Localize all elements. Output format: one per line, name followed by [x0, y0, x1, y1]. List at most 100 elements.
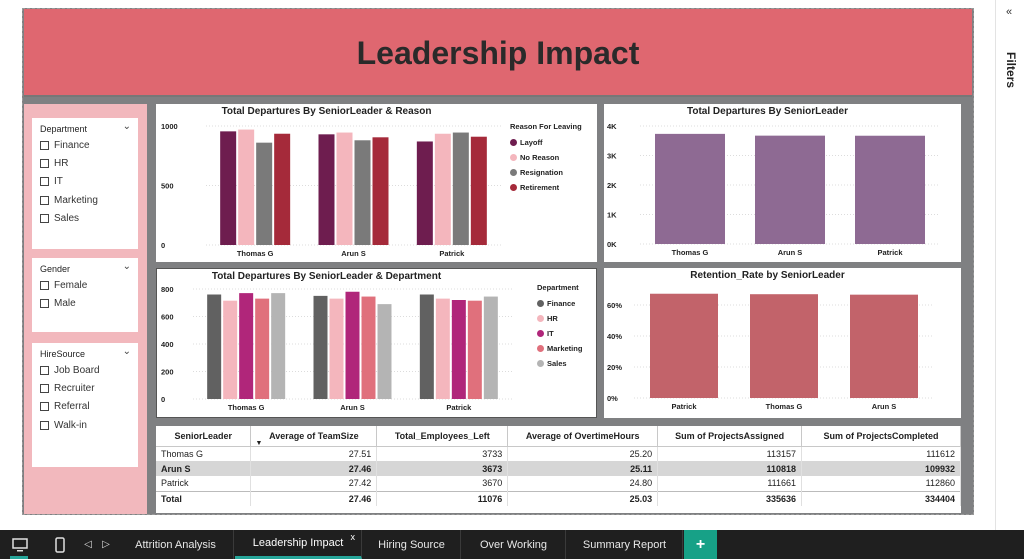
column-header[interactable]: Sum of ProjectsCompleted	[801, 426, 961, 447]
bar-retirement[interactable]	[372, 137, 389, 245]
column-header[interactable]: SeniorLeader	[156, 426, 252, 447]
bar-finance[interactable]	[419, 294, 434, 400]
chevron-down-icon[interactable]: ⌄	[122, 121, 131, 132]
checkbox[interactable]	[40, 384, 49, 393]
tab-leadership-impact[interactable]: Leadership Impact x	[235, 530, 362, 559]
bar-no-reason[interactable]	[336, 132, 353, 245]
bar-it[interactable]	[239, 293, 254, 399]
checkbox[interactable]	[40, 366, 49, 375]
bar-it[interactable]	[451, 300, 466, 399]
mobile-view-icon[interactable]	[48, 530, 72, 559]
checkbox[interactable]	[40, 159, 49, 168]
bar-finance[interactable]	[313, 295, 328, 399]
bar-resignation[interactable]	[354, 140, 371, 245]
table-row[interactable]: Thomas G 27.51 3733 25.20 113157 111612	[156, 446, 961, 461]
checkbox[interactable]	[40, 299, 49, 308]
summary-table[interactable]: SeniorLeader Average of TeamSize ▼ Total_…	[156, 426, 961, 513]
bar-marketing[interactable]	[255, 298, 270, 399]
chevron-down-icon[interactable]: ⌄	[122, 346, 131, 357]
chevron-down-icon[interactable]: ⌄	[122, 261, 131, 272]
bar[interactable]	[855, 135, 925, 244]
tab-summary-report[interactable]: Summary Report	[567, 530, 683, 559]
checkbox[interactable]	[40, 141, 49, 150]
bar[interactable]	[850, 294, 918, 398]
slicer-option[interactable]: Walk-in	[40, 420, 87, 431]
bar-layoff[interactable]	[318, 134, 335, 245]
departures-by-reason-chart[interactable]: Total Departures By SeniorLeader & Reaso…	[156, 104, 597, 262]
tab-over-working[interactable]: Over Working	[462, 530, 566, 559]
bar[interactable]	[650, 293, 718, 398]
bar-resignation[interactable]	[256, 142, 273, 245]
checkbox[interactable]	[40, 196, 49, 205]
legend-item[interactable]: HR	[537, 311, 582, 326]
bar-hr[interactable]	[329, 298, 344, 399]
hiresource-slicer[interactable]: HireSource ⌄ Job Board Recruiter Referra…	[32, 343, 138, 467]
add-page-button[interactable]: +	[684, 530, 717, 559]
table-row-selected[interactable]: Arun S 27.46 3673 25.11 110818 109932	[156, 461, 961, 476]
retention-rate-chart[interactable]: Retention_Rate by SeniorLeader 0% 20% 40% 6…	[604, 268, 961, 418]
previous-page-icon[interactable]: ◁	[84, 539, 92, 550]
checkbox[interactable]	[40, 281, 49, 290]
slicer-option[interactable]: Referral	[40, 401, 90, 412]
legend-item[interactable]: Sales	[537, 356, 582, 371]
slicer-option[interactable]: Marketing	[40, 195, 98, 206]
bar-sales[interactable]	[483, 296, 498, 399]
bar-hr[interactable]	[435, 298, 450, 399]
bar-no-reason[interactable]	[238, 129, 255, 245]
close-icon[interactable]: x	[350, 532, 356, 542]
legend-item[interactable]: No Reason	[510, 150, 582, 165]
bar-marketing[interactable]	[361, 296, 376, 399]
bar[interactable]	[655, 133, 725, 244]
slicer-option[interactable]: Male	[40, 298, 76, 309]
column-header[interactable]: Total_Employees_Left	[376, 426, 509, 447]
bar-sales[interactable]	[271, 293, 286, 399]
slicer-option[interactable]: Female	[40, 280, 87, 291]
slicer-option[interactable]: Sales	[40, 213, 79, 224]
column-header[interactable]: Average of TeamSize ▼	[250, 426, 378, 447]
sort-desc-icon[interactable]: ▼	[255, 439, 263, 447]
double-chevron-left-icon[interactable]: «	[1006, 6, 1013, 18]
bar-finance[interactable]	[207, 294, 222, 400]
slicer-option[interactable]: Recruiter	[40, 383, 95, 394]
checkbox[interactable]	[40, 421, 49, 430]
checkbox[interactable]	[40, 214, 49, 223]
column-header[interactable]: Average of OvertimeHours	[507, 426, 659, 447]
departures-by-leader-chart[interactable]: Total Departures By SeniorLeader 0K 1K 2K 3…	[604, 104, 961, 262]
bar-retirement[interactable]	[470, 136, 487, 245]
bar-resignation[interactable]	[452, 132, 469, 245]
table-row[interactable]: Patrick 27.42 3670 24.80 111661 112860	[156, 476, 961, 491]
slicer-option[interactable]: Finance	[40, 140, 90, 151]
filters-pane[interactable]: « Filters	[995, 0, 1024, 530]
legend-item[interactable]: Layoff	[510, 135, 582, 150]
tab-attrition-analysis[interactable]: Attrition Analysis	[118, 530, 234, 559]
bar-layoff[interactable]	[220, 131, 237, 245]
legend-item[interactable]: Marketing	[537, 341, 582, 356]
bar-sales[interactable]	[377, 304, 392, 399]
slicer-option[interactable]: Job Board	[40, 365, 100, 376]
bar-marketing[interactable]	[467, 300, 482, 399]
legend-item[interactable]: Resignation	[510, 165, 582, 180]
desktop-view-icon[interactable]	[6, 530, 34, 559]
legend-item[interactable]: Retirement	[510, 180, 582, 195]
next-page-icon[interactable]: ▷	[102, 539, 110, 550]
bar[interactable]	[755, 135, 825, 244]
y-tick-label: 3K	[607, 152, 617, 161]
bar-layoff[interactable]	[416, 141, 433, 245]
filters-label[interactable]: Filters	[1004, 52, 1018, 89]
bar-it[interactable]	[345, 291, 360, 399]
legend-item[interactable]: IT	[537, 326, 582, 341]
bar-hr[interactable]	[223, 300, 238, 399]
bar[interactable]	[750, 294, 818, 398]
gender-slicer[interactable]: Gender ⌄ Female Male	[32, 258, 138, 332]
departures-by-department-chart[interactable]: Total Departures By SeniorLeader & Depar…	[156, 268, 597, 418]
tab-hiring-source[interactable]: Hiring Source	[363, 530, 461, 559]
department-slicer[interactable]: Department ⌄ Finance HR IT Marketing Sal…	[32, 118, 138, 249]
column-header[interactable]: Sum of ProjectsAssigned	[657, 426, 803, 447]
bar-no-reason[interactable]	[434, 133, 451, 245]
checkbox[interactable]	[40, 177, 49, 186]
slicer-option[interactable]: IT	[40, 176, 63, 187]
slicer-option[interactable]: HR	[40, 158, 68, 169]
legend-item[interactable]: Finance	[537, 296, 582, 311]
bar-retirement[interactable]	[274, 133, 291, 245]
checkbox[interactable]	[40, 402, 49, 411]
